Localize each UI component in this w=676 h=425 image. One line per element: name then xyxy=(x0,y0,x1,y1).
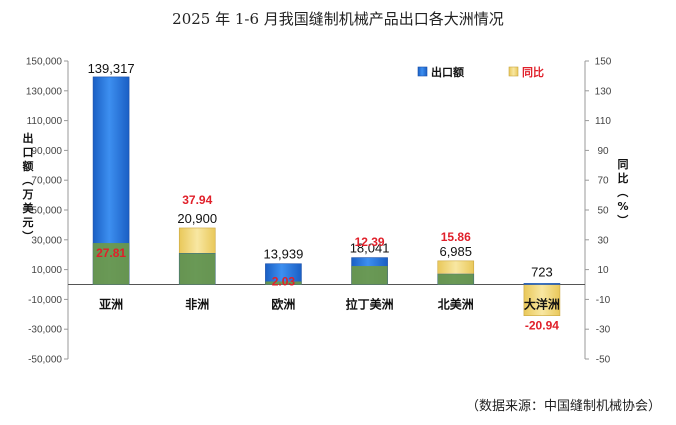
right-tick-label: 130 xyxy=(595,86,612,97)
yoy-value-label: 37.94 xyxy=(182,193,212,207)
export-value-label: 139,317 xyxy=(88,61,135,76)
legend-label-export: 出口额 xyxy=(431,65,464,79)
overlap-bar xyxy=(93,243,130,285)
left-tick-label: 110,000 xyxy=(27,116,63,127)
export-value-labels: 139,317 20,900 13,939 18,041 6,985 723 xyxy=(88,61,553,280)
right-axis-title-char: % xyxy=(617,200,628,213)
right-tick-label: 150 xyxy=(595,57,612,68)
category-label: 北美洲 xyxy=(438,297,474,312)
plot-frame xyxy=(67,61,586,359)
yoy-value-label: 15.86 xyxy=(441,230,471,244)
left-axis-title-char: 出 xyxy=(23,131,34,145)
export-value-label: 13,939 xyxy=(264,247,304,262)
right-tick-label: 90 xyxy=(597,146,609,157)
category-label: 拉丁美洲 xyxy=(346,297,394,312)
legend-label-yoy: 同比 xyxy=(522,65,544,79)
right-axis-ticks: 150 130 110 90 70 50 30 10 -10 -30 -50 xyxy=(585,57,612,366)
legend: 出口额 同比 xyxy=(417,65,544,79)
right-axis-title-char: 比 xyxy=(618,171,629,185)
left-tick-label: -10,000 xyxy=(28,295,62,306)
export-value-label: 723 xyxy=(531,265,553,280)
right-tick-label: -30 xyxy=(596,325,611,336)
left-axis-title-char: ） xyxy=(21,231,34,242)
left-tick-label: 130,000 xyxy=(26,86,63,97)
left-tick-label: 10,000 xyxy=(31,265,62,276)
right-axis-title-char: ） xyxy=(616,215,629,226)
left-axis-title-char: （ xyxy=(21,175,34,186)
right-tick-label: 110 xyxy=(595,116,611,127)
legend-swatch-yoy xyxy=(508,66,519,77)
right-tick-label: -10 xyxy=(596,295,611,306)
category-label: 欧洲 xyxy=(271,297,295,312)
overlap-bar xyxy=(179,253,216,285)
category-labels: 亚洲 非洲 欧洲 拉丁美洲 北美洲 大洋洲 xyxy=(99,297,560,312)
left-tick-label: 30,000 xyxy=(31,235,62,246)
yoy-value-label: 2.03 xyxy=(272,274,296,288)
left-axis-ticks: 150,000 130,000 110,000 90,000 70,000 50,000 3… xyxy=(26,57,68,366)
yoy-value-labels: 27.81 37.94 2.03 12.39 15.86 -20.94 xyxy=(96,193,559,333)
yoy-value-label: 12.39 xyxy=(355,235,385,249)
overlap-bar xyxy=(351,266,388,285)
left-axis-title-char: 口 xyxy=(23,146,34,159)
left-tick-label: 90,000 xyxy=(31,146,62,157)
right-axis-title-char: 同 xyxy=(618,158,629,171)
left-axis-title-char: 万 xyxy=(22,188,34,201)
left-tick-label: 150,000 xyxy=(26,57,63,68)
yoy-value-label: 27.81 xyxy=(96,246,126,260)
category-label: 非洲 xyxy=(185,297,209,312)
left-tick-label: 70,000 xyxy=(31,176,62,187)
yoy-bar xyxy=(523,284,561,317)
overlap-shading xyxy=(93,243,474,285)
left-axis-title-char: 美 xyxy=(23,201,35,215)
left-tick-label: -50,000 xyxy=(28,355,62,366)
category-label: 大洋洲 xyxy=(524,297,560,312)
export-value-label: 18,041 xyxy=(350,241,390,256)
right-tick-label: 10 xyxy=(597,265,609,276)
right-tick-label: 30 xyxy=(597,235,609,246)
export-value-label: 6,985 xyxy=(439,244,472,259)
overlap-bar xyxy=(437,274,474,285)
category-label: 亚洲 xyxy=(99,298,123,312)
right-axis-title-char: （ xyxy=(616,187,629,198)
data-source: （数据来源：中国缝制机械协会） xyxy=(466,399,661,414)
right-axis-title: 同比 （% ） xyxy=(616,158,629,226)
yoy-value-label: -20.94 xyxy=(525,319,559,333)
export-bars xyxy=(92,76,561,285)
right-tick-label: 70 xyxy=(597,176,609,187)
right-tick-label: 50 xyxy=(597,206,609,217)
left-axis-title: 出口额 （ 万美元 ） xyxy=(21,131,35,242)
export-bar xyxy=(523,283,561,285)
export-value-label: 20,900 xyxy=(177,211,217,226)
legend-swatch-export xyxy=(417,66,428,77)
right-tick-label: -50 xyxy=(596,355,611,366)
left-tick-label: -30,000 xyxy=(28,325,62,336)
chart-title: 2025 年 1-6 月我国缝制机械产品出口各大洲情况 xyxy=(172,10,504,28)
left-axis-title-char: 额 xyxy=(23,159,34,173)
left-axis-title-char: 元 xyxy=(23,216,34,229)
overlap-bar xyxy=(265,281,302,285)
yoy-bars xyxy=(92,227,561,317)
left-tick-label: 50,000 xyxy=(31,206,62,217)
